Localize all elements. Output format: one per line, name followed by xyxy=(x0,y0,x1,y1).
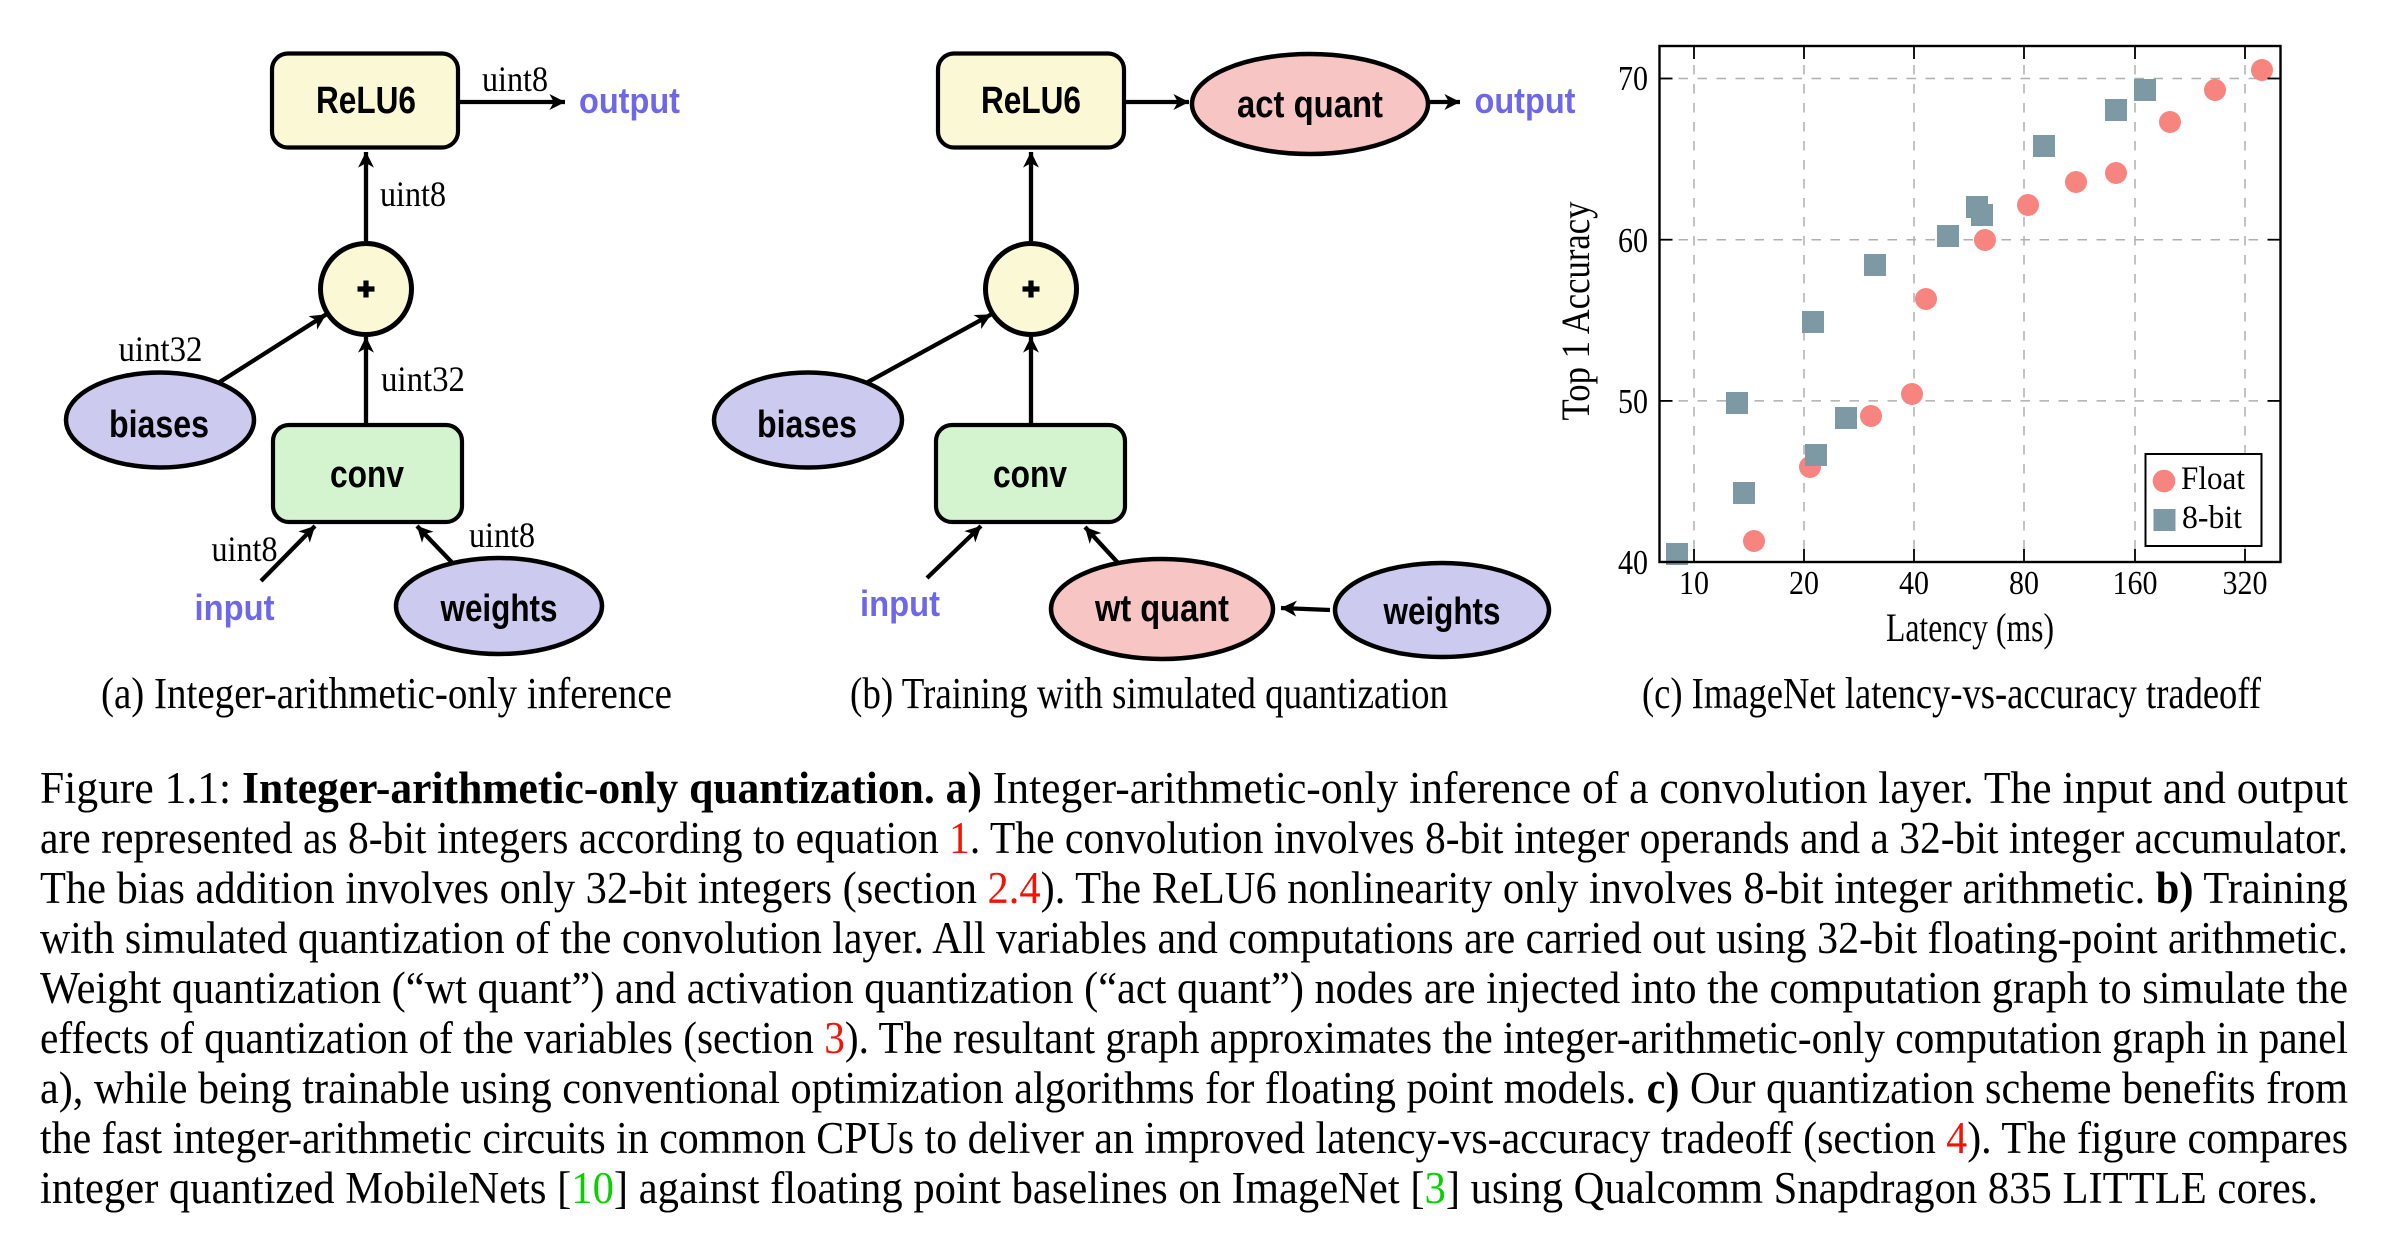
svg-text:act quant: act quant xyxy=(1237,84,1383,126)
svg-text:70: 70 xyxy=(1618,59,1648,98)
svg-text:output: output xyxy=(579,80,680,121)
svg-text:Latency (ms): Latency (ms) xyxy=(1886,605,2054,650)
svg-text:50: 50 xyxy=(1618,382,1648,421)
svg-text:weights: weights xyxy=(1383,591,1501,633)
svg-text:conv: conv xyxy=(330,454,404,496)
svg-text:uint8: uint8 xyxy=(380,174,446,214)
svg-text:40: 40 xyxy=(1618,543,1648,582)
svg-text:ReLU6: ReLU6 xyxy=(316,80,416,122)
svg-text:160: 160 xyxy=(2113,565,2158,602)
svg-text:conv: conv xyxy=(993,454,1067,496)
svg-text:wt quant: wt quant xyxy=(1094,588,1229,630)
svg-text:uint8: uint8 xyxy=(469,515,535,555)
svg-text:uint32: uint32 xyxy=(381,359,465,399)
svg-text:320: 320 xyxy=(2223,565,2268,602)
svg-text:8-bit: 8-bit xyxy=(2182,500,2242,536)
svg-text:biases: biases xyxy=(109,404,209,446)
svg-text:Float: Float xyxy=(2181,461,2245,497)
svg-text:input: input xyxy=(860,583,940,624)
svg-text:output: output xyxy=(1475,80,1576,121)
svg-text:(b) Training with simulated qu: (b) Training with simulated quantization xyxy=(850,669,1448,718)
svg-text:uint8: uint8 xyxy=(482,59,548,99)
svg-text:(c) ImageNet latency-vs-accura: (c) ImageNet latency-vs-accuracy tradeof… xyxy=(1642,669,2261,718)
svg-text:ReLU6: ReLU6 xyxy=(981,80,1081,122)
svg-text:Top 1 Accuracy: Top 1 Accuracy xyxy=(1553,202,1598,421)
svg-text:biases: biases xyxy=(757,404,857,446)
svg-text:20: 20 xyxy=(1789,565,1819,602)
svg-text:80: 80 xyxy=(2009,565,2039,602)
svg-text:40: 40 xyxy=(1899,565,1929,602)
svg-text:input: input xyxy=(195,587,275,628)
svg-text:10: 10 xyxy=(1679,565,1709,602)
svg-text:uint32: uint32 xyxy=(119,329,203,369)
svg-text:uint8: uint8 xyxy=(212,529,278,569)
svg-text:weights: weights xyxy=(440,588,558,630)
svg-text:(a) Integer-arithmetic-only in: (a) Integer-arithmetic-only inference xyxy=(101,669,672,718)
svg-text:60: 60 xyxy=(1618,221,1648,260)
